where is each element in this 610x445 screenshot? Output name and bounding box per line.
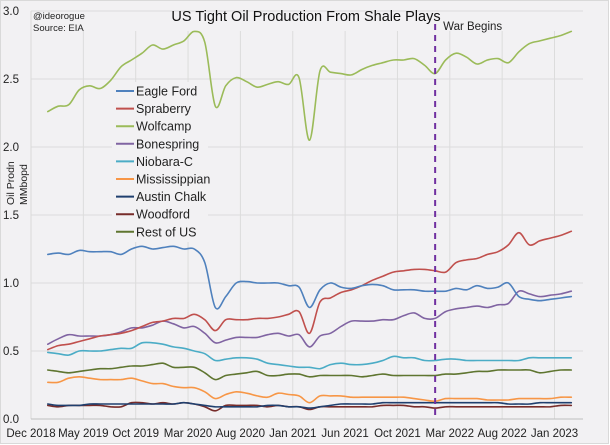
y-tick-label: 0.5 [3,346,19,358]
legend-item: Austin Chalk [116,190,207,204]
y-axis-label-line2: MMbopd [18,164,30,205]
series-line-wolfcamp [47,30,573,142]
y-tick-label: 2.5 [3,74,19,86]
x-axis-ticks: Dec 2018 May 2019 Oct 2019 Mar 2020 Aug 2020… [6,428,578,440]
legend-label: Spraberry [136,102,192,116]
legend-label: Woodford [136,208,190,222]
series-line-austin-chalk [47,401,573,409]
x-tick-label: Mar 2020 [164,428,213,440]
x-tick-label: Aug 2022 [478,428,527,440]
war-annotation: War Begins [434,21,502,419]
x-tick-label: May 2019 [58,428,109,440]
legend-item: Wolfcamp [116,120,191,134]
x-tick-label: Oct 2021 [374,428,421,440]
legend: Eagle Ford Spraberry Wolfcamp Bonespring Nio… [112,82,210,242]
source-label: Source: EIA [33,23,84,34]
y-tick-label: 1.5 [3,210,19,222]
x-tick-label: Aug 2020 [216,428,265,440]
series-line-woodford [47,401,573,412]
y-tick-label: 1.0 [3,278,19,290]
x-tick-label: Jan 2021 [269,428,316,440]
x-tick-label: Jun 2021 [321,428,368,440]
legend-item: Spraberry [116,102,192,116]
y-tick-label: 3.0 [3,6,19,18]
legend-item: Niobara-C [116,155,193,169]
legend-item: Bonespring [116,137,199,151]
series-line-eagle-ford [47,245,573,310]
x-tick-label: Dec 2018 [6,428,55,440]
x-tick-label: Mar 2022 [426,428,475,440]
legend-item: Mississippian [116,173,210,187]
series-line-niobara-c [47,341,573,370]
chart-title: US Tight Oil Production From Shale Plays [171,9,440,25]
series-line-mississippian [47,376,573,404]
legend-label: Eagle Ford [136,85,197,99]
war-begins-label: War Begins [443,21,502,33]
credit-label: @ideorogue [33,11,85,22]
x-tick-label: Jan 2023 [531,428,578,440]
legend-label: Austin Chalk [136,190,207,204]
legend-item: Eagle Ford [116,85,197,99]
legend-label: Niobara-C [136,155,193,169]
series-line-bonespring [47,290,573,348]
series-line-rest-of-us [47,362,573,381]
y-axis-ticks: 0.0 0.5 1.0 1.5 2.0 2.5 3.0 [3,6,19,426]
legend-label: Mississippian [136,173,210,187]
x-tick-label: Oct 2019 [112,428,159,440]
legend-item: Woodford [116,208,190,222]
y-tick-label: 0.0 [3,414,19,426]
series-line-spraberry [47,230,573,351]
y-tick-label: 2.0 [3,142,19,154]
legend-label: Rest of US [136,225,196,239]
legend-label: Bonespring [136,137,199,151]
legend-item: Rest of US [116,225,196,239]
series-lines [47,30,573,412]
y-axis-label-line1: Oil Prodn [5,161,17,205]
legend-label: Wolfcamp [136,120,191,134]
